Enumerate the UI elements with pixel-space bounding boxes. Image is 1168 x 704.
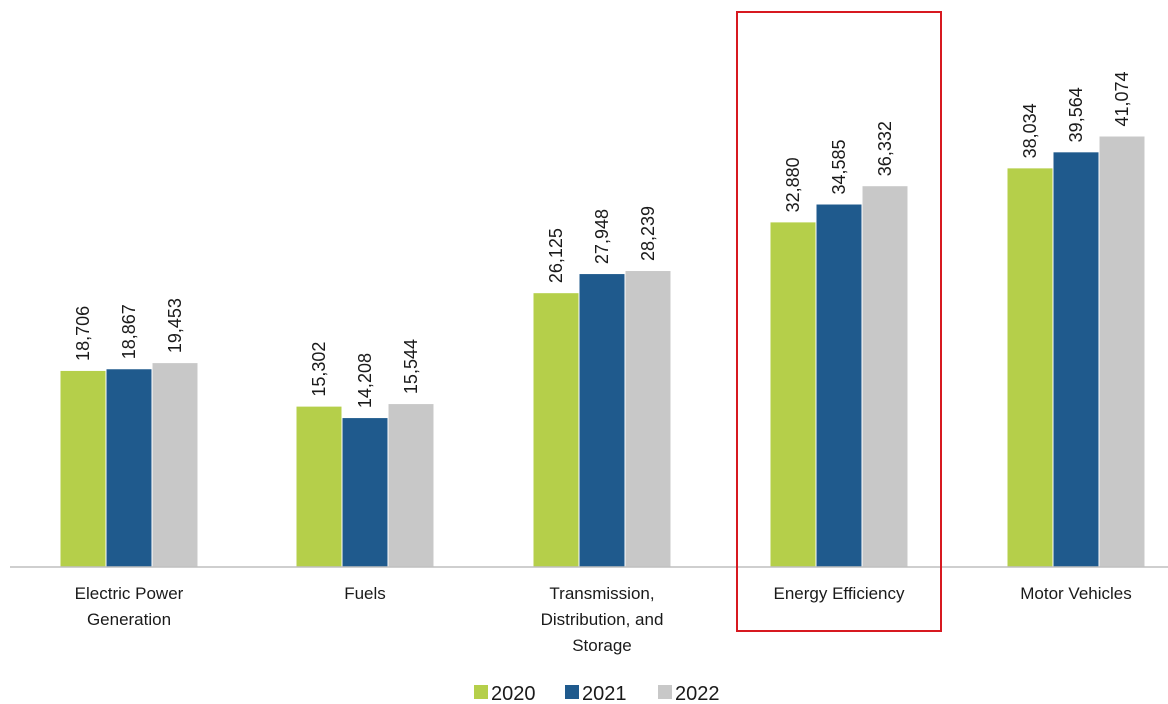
bar-2022-2 — [625, 271, 671, 567]
data-label-2021-1: 14,208 — [355, 353, 375, 408]
data-label-2021-0: 18,867 — [119, 304, 139, 359]
bar-2021-4 — [1053, 152, 1099, 568]
data-label-2022-3: 36,332 — [875, 121, 895, 176]
data-label-2022-1: 15,544 — [401, 339, 421, 394]
bar-2021-0 — [106, 369, 152, 567]
legend-swatch-2021 — [565, 685, 579, 699]
bar-2020-2 — [533, 293, 579, 567]
data-label-2022-4: 41,074 — [1112, 71, 1132, 126]
bar-2022-1 — [388, 404, 434, 567]
data-label-2021-2: 27,948 — [592, 209, 612, 264]
bar-2020-1 — [296, 406, 342, 567]
legend-label-2021: 2021 — [582, 683, 627, 704]
data-label-2020-1: 15,302 — [309, 342, 329, 397]
data-label-2020-0: 18,706 — [73, 306, 93, 361]
value-labels-layer: 18,706 18,867 19,453 15,302 14,208 15,544 26,1… — [73, 71, 1132, 408]
legend-swatch-2020 — [474, 685, 488, 699]
category-label-3: Energy Efficiency — [773, 584, 905, 603]
data-label-2022-2: 28,239 — [638, 206, 658, 261]
bars-layer — [60, 136, 1145, 568]
bar-2021-1 — [342, 418, 388, 567]
data-label-2021-4: 39,564 — [1066, 87, 1086, 142]
bar-2021-3 — [816, 204, 862, 567]
category-labels-layer: Electric Power Generation Fuels Transmissio… — [75, 584, 1132, 655]
data-label-2020-2: 26,125 — [546, 228, 566, 283]
data-label-2020-4: 38,034 — [1020, 103, 1040, 158]
legend-swatch-2022 — [658, 685, 672, 699]
bar-2020-3 — [770, 222, 816, 567]
data-label-2021-3: 34,585 — [829, 139, 849, 194]
bar-2022-4 — [1099, 136, 1145, 567]
bar-2022-3 — [862, 186, 908, 567]
category-label-2: Transmission, Distribution, and Storage — [541, 584, 664, 655]
category-label-1: Fuels — [344, 584, 386, 603]
legend-label-2020: 2020 — [491, 683, 536, 704]
data-label-2022-0: 19,453 — [165, 298, 185, 353]
legend: 2020 2021 2022 — [474, 683, 720, 704]
bar-2020-4 — [1007, 168, 1053, 567]
highlight-box — [736, 11, 942, 632]
bar-2021-2 — [579, 274, 625, 567]
legend-label-2022: 2022 — [675, 683, 720, 704]
bar-2020-0 — [60, 370, 106, 567]
category-label-0: Electric Power Generation — [75, 584, 184, 629]
data-label-2020-3: 32,880 — [783, 157, 803, 212]
category-label-4: Motor Vehicles — [1020, 584, 1132, 603]
bar-2022-0 — [152, 363, 198, 567]
